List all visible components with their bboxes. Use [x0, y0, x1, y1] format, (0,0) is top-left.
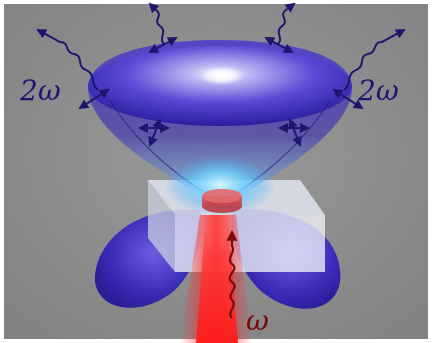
polarization-arrow-upper-right-icon [264, 37, 294, 53]
wave-packet-top-left-icon [36, 29, 99, 91]
polarization-arrow-right-icon [332, 88, 364, 110]
nanodisk-emitter [202, 189, 242, 213]
fundamental-beam [180, 215, 252, 343]
wave-packet-top-right-icon [343, 29, 406, 91]
fundamental-label: ω [246, 304, 269, 337]
sh-label-right: 2ω [357, 74, 399, 107]
polarization-arrow-upper-left-icon [148, 37, 178, 53]
sh-label-left: 2ω [19, 74, 61, 107]
polarization-arrow-left-icon [78, 88, 110, 110]
highlight-spot [200, 67, 244, 85]
incident-wave-packet-icon [226, 229, 238, 319]
emitter-glow [165, 155, 275, 215]
